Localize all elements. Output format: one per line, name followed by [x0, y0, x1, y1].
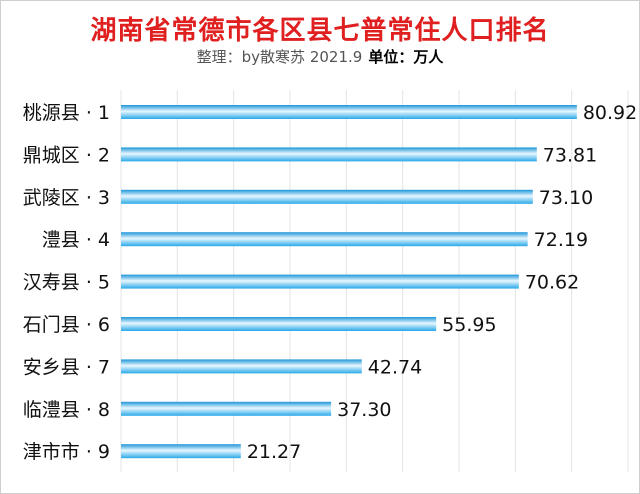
value-label: 70.62 [525, 272, 579, 294]
chart-subtitle: 整理：by散寒苏 2021.9 单位：万人 [0, 46, 640, 67]
bar [121, 444, 241, 459]
category-label: 武陵区 · 3 [23, 187, 110, 209]
category-label: 石门县 · 6 [23, 314, 110, 336]
bar [121, 147, 537, 162]
value-label: 80.92 [583, 102, 637, 124]
bar [121, 317, 437, 331]
bar [121, 232, 528, 247]
value-label: 42.74 [368, 356, 422, 378]
category-label: 安乡县 · 7 [23, 356, 110, 378]
category-label: 临澧县 · 8 [23, 399, 110, 421]
category-label: 桃源县 · 1 [23, 102, 110, 124]
bar [121, 359, 362, 374]
value-label: 21.27 [247, 441, 301, 463]
value-label: 72.19 [534, 229, 588, 251]
category-label: 鼎城区 · 2 [23, 144, 110, 166]
category-label: 澧县 · 4 [42, 229, 110, 251]
unit-text: 单位：万人 [368, 48, 444, 66]
chart-title: 湖南省常德市各区县七普常住人口排名 [90, 16, 550, 46]
value-label: 73.10 [539, 187, 593, 209]
bar [121, 274, 519, 289]
credit-text: 整理：by散寒苏 2021.9 [196, 48, 363, 66]
value-label: 55.95 [442, 314, 496, 336]
value-label: 73.81 [543, 144, 597, 166]
value-label: 37.30 [337, 399, 391, 421]
bar [121, 401, 332, 416]
category-label: 津市市 · 9 [23, 441, 110, 463]
bar [121, 105, 577, 119]
bar [121, 189, 533, 204]
bar-layer: 桃源县 · 1 80.92 鼎城区 · 2 73.81 武陵区 · 3 73.10 澧县 ·… [23, 102, 637, 463]
category-label: 汉寿县 · 5 [23, 272, 110, 294]
